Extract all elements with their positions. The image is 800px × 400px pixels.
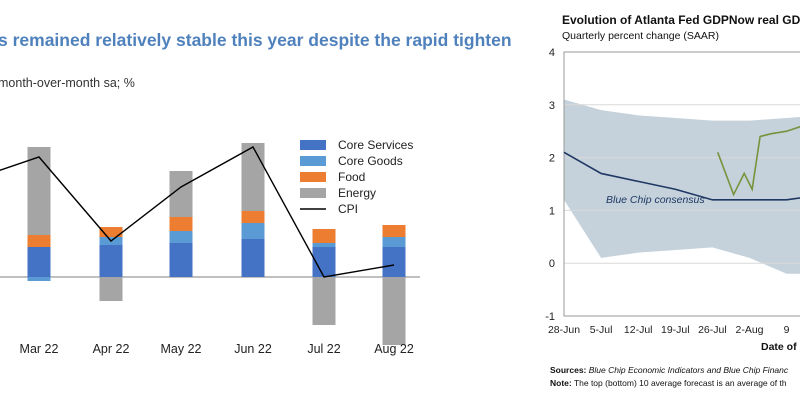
x-tick-label: 2-Aug — [735, 324, 763, 336]
y-tick-label: 4 — [549, 47, 555, 59]
bar-energy-apr-22 — [99, 277, 123, 301]
bar-food-jul-22 — [312, 229, 336, 243]
x-axis-title: Date of — [761, 341, 797, 353]
x-tick-label: 28-Jun — [548, 324, 580, 336]
y-tick-label: -1 — [545, 311, 555, 323]
sources-footnote: Sources: Blue Chip Economic Indicators a… — [550, 365, 788, 375]
bar-core-goods-mar-22 — [27, 277, 51, 281]
legend-swatch-energy — [300, 188, 326, 198]
bar-food-may-22 — [169, 217, 193, 231]
forecast-range-band — [564, 99, 800, 274]
bar-core-services-jun-22 — [241, 239, 265, 277]
x-tick-label: Apr 22 — [93, 342, 130, 356]
left-chart-title: s remained relatively stable this year d… — [0, 30, 512, 50]
bar-energy-jun-22 — [241, 143, 265, 211]
y-tick-label: 3 — [549, 100, 555, 112]
legend-label-food: Food — [338, 170, 365, 184]
note-footnote: Note: The top (bottom) 10 average foreca… — [550, 378, 787, 388]
blue-chip-consensus-line — [563, 151, 800, 201]
bar-food-jun-22 — [241, 211, 265, 223]
x-tick-label: 9 — [784, 324, 790, 336]
plot-frame — [563, 51, 800, 317]
y-tick-label: 1 — [549, 205, 555, 217]
right-chart-subtitle: Quarterly percent change (SAAR) — [562, 30, 719, 42]
y-tick-label: 2 — [549, 153, 555, 165]
x-tick-label: May 22 — [161, 342, 202, 356]
bar-core-services-jul-22 — [312, 247, 336, 277]
bar-core-services-aug-22 — [382, 247, 406, 277]
y-tick-label: 0 — [549, 258, 555, 270]
x-tick-label: 5-Jul — [590, 324, 613, 336]
right-chart-title: Evolution of Atlanta Fed GDPNow real GDP — [562, 13, 800, 27]
sources-text: Blue Chip Economic Indicators and Blue C… — [586, 365, 789, 375]
gdpnow-line-chart: -1 0 1 2 3 4 28-Jun 5-Jul 12-Jul 19-Jul 26-Jul 2-Au… — [545, 47, 800, 353]
x-tick-label: Aug 22 — [374, 342, 414, 356]
legend-label-core-services: Core Services — [338, 138, 413, 152]
bar-core-goods-jul-22 — [312, 243, 336, 247]
legend-swatch-food — [300, 172, 326, 182]
bar-core-goods-aug-22 — [382, 237, 406, 247]
cpi-contributions-panel: s remained relatively stable this year d… — [0, 30, 512, 356]
bar-core-goods-jun-22 — [241, 223, 265, 239]
note-label: Note: — [550, 378, 572, 388]
cpi-line — [0, 146, 395, 278]
legend-swatch-core-services — [300, 140, 326, 150]
bar-energy-jul-22 — [312, 277, 336, 325]
legend-label-energy: Energy — [338, 186, 376, 200]
sources-label: Sources: — [550, 365, 587, 375]
bar-food-aug-22 — [382, 225, 406, 237]
cpi-stacked-bar-chart: Mar 22 Apr 22 May 22 Jun 22 Jul 22 Aug 22 Core… — [0, 138, 420, 356]
gdpnow-estimate-line — [716, 125, 800, 197]
bar-energy-aug-22 — [382, 277, 406, 345]
bar-food-apr-22 — [99, 227, 123, 237]
x-tick-label: Mar 22 — [20, 342, 59, 356]
bar-energy-mar-22 — [27, 147, 51, 235]
left-chart-subtitle: month-over-month sa; % — [0, 76, 135, 90]
gdpnow-panel: Evolution of Atlanta Fed GDPNow real GDP… — [518, 0, 800, 400]
legend-label-core-goods: Core Goods — [338, 154, 403, 168]
legend-swatch-core-goods — [300, 156, 326, 166]
bar-core-services-mar-22 — [27, 247, 51, 277]
x-tick-label: Jun 22 — [234, 342, 272, 356]
x-tick-label: 12-Jul — [624, 324, 653, 336]
x-tick-label: 19-Jul — [661, 324, 690, 336]
bar-core-services-apr-22 — [99, 245, 123, 277]
blue-chip-consensus-label: Blue Chip consensus — [606, 194, 705, 206]
bar-core-goods-may-22 — [169, 231, 193, 243]
bar-core-services-may-22 — [169, 243, 193, 277]
bar-energy-may-22 — [169, 171, 193, 217]
x-tick-label: Jul 22 — [307, 342, 340, 356]
legend-label-cpi: CPI — [338, 202, 358, 216]
note-text: The top (bottom) 10 average forecast is … — [571, 378, 787, 388]
x-tick-label: 26-Jul — [698, 324, 727, 336]
bar-food-mar-22 — [27, 235, 51, 247]
